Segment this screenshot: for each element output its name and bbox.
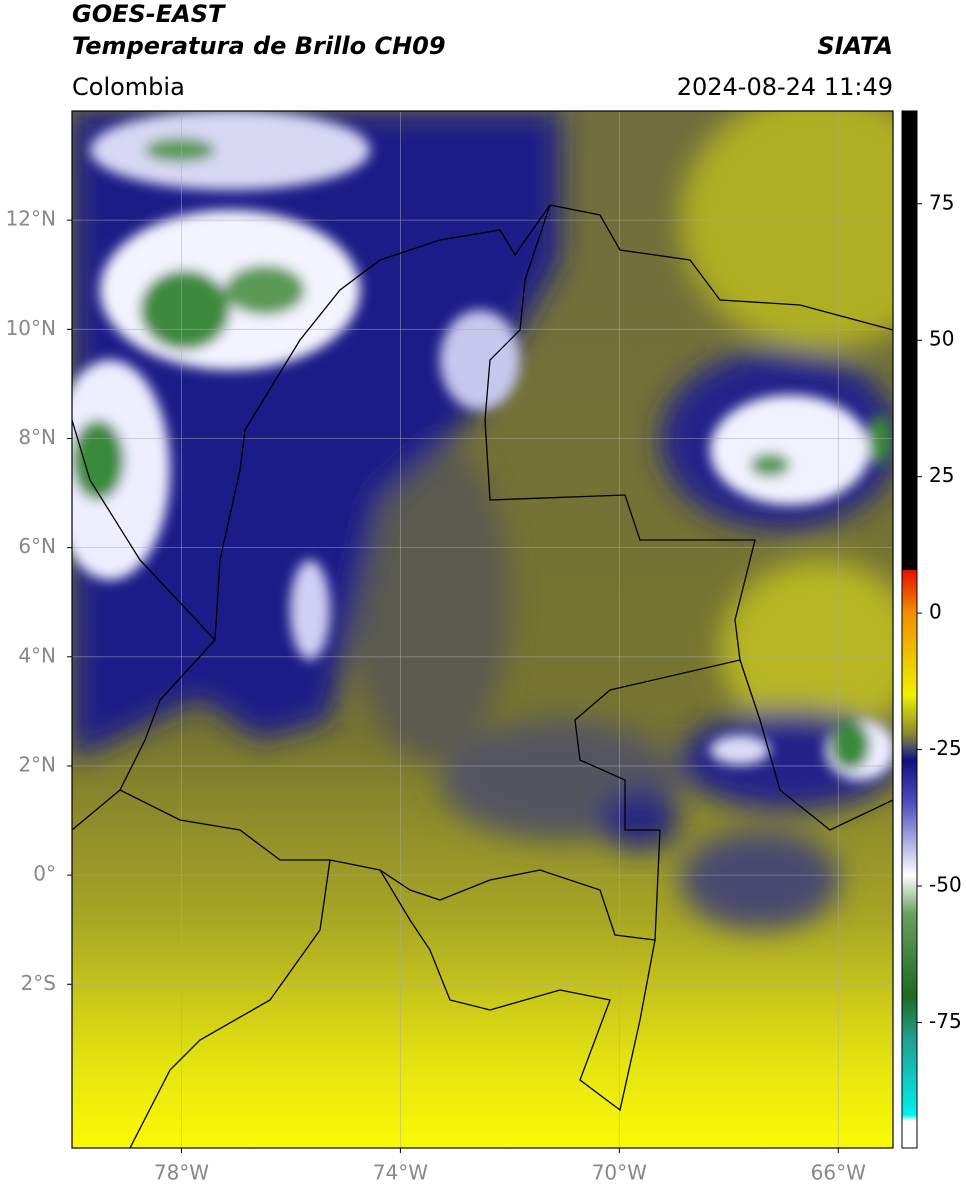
source: SIATA [817,32,893,60]
title-line-2: Temperatura de Brillo CH09 [72,32,446,60]
y-tick-label: 2°S [21,971,56,995]
y-tick-label: 10°N [6,316,56,340]
x-tick-label: 70°W [592,1161,647,1185]
colorbar-tick-label: -50 [929,873,962,897]
borders [72,204,893,1148]
y-tick-label: 6°N [18,534,56,558]
colorbar-tick-label: 50 [929,327,954,351]
title-line-1: GOES-EAST [72,0,226,28]
map-frame [71,110,894,1149]
x-tick-label: 78°W [154,1161,209,1185]
x-tick-label: 66°W [811,1161,866,1185]
colorbar-tick-label: 75 [929,190,954,214]
x-tick-label: 74°W [373,1161,428,1185]
y-tick-label: 2°N [18,752,56,776]
timestamp: 2024-08-24 11:49 [677,73,893,101]
y-tick-label: 8°N [18,425,56,449]
y-tick-label: 0° [33,862,56,886]
colorbar-tick-label: 25 [929,463,954,487]
colorbar [901,110,918,1149]
y-tick-label: 12°N [6,207,56,231]
colorbar-tick-label: -25 [929,736,962,760]
satellite-image [72,111,893,1148]
colorbar-tick-label: 0 [929,600,942,624]
colorbar-tick-label: -75 [929,1009,962,1033]
region: Colombia [72,73,185,101]
y-tick-label: 4°N [18,643,56,667]
